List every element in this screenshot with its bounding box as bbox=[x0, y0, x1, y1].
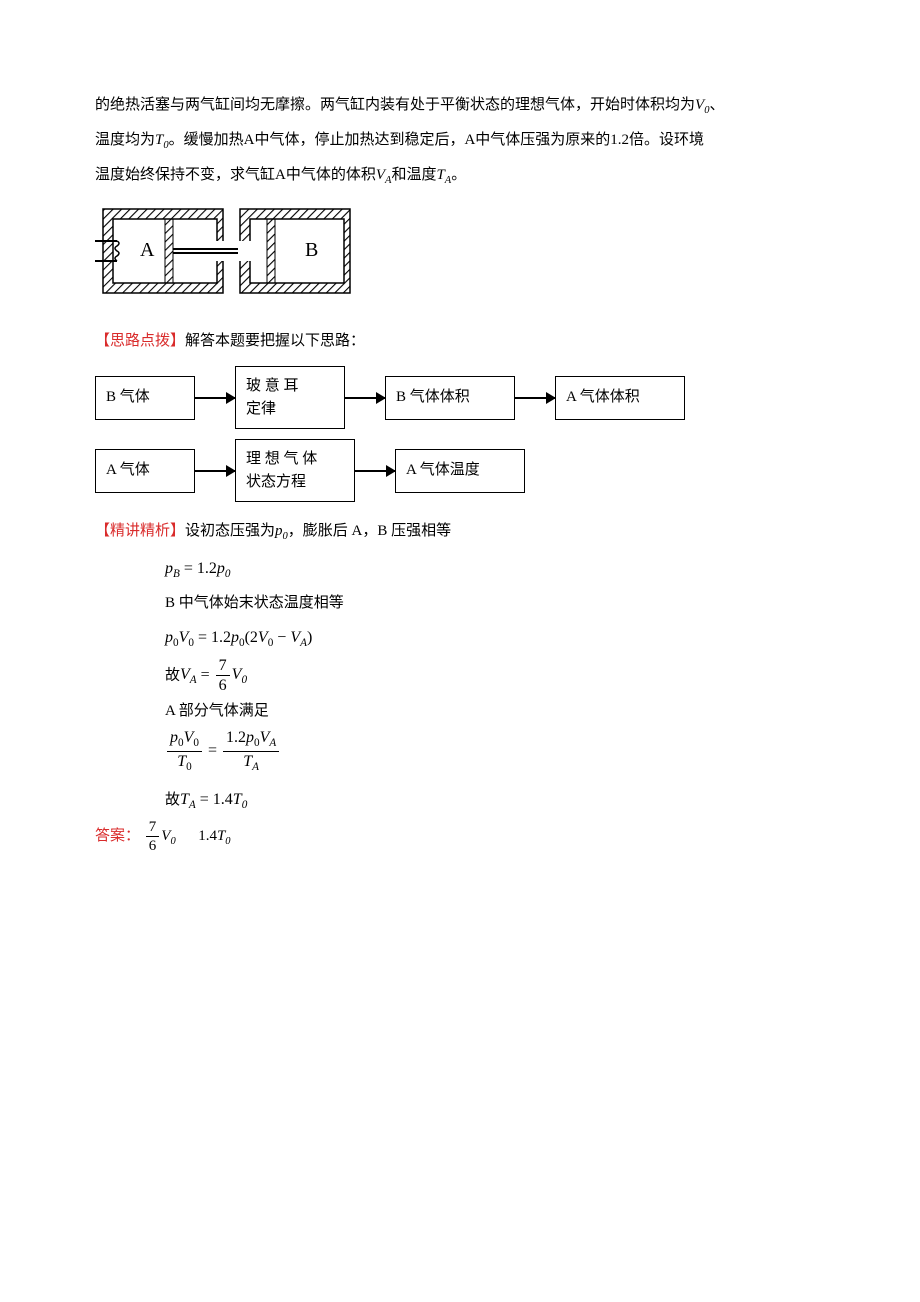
eq7: 故TA = 1.4T0 bbox=[165, 782, 825, 818]
text: 温度始终保持不变，求气缸A中气体的体积 bbox=[95, 167, 376, 183]
eq6: p0V0 T0 = 1.2p0VA TA bbox=[165, 728, 825, 774]
eq1: pB = 1.2p0 bbox=[165, 551, 825, 587]
arrow-icon bbox=[195, 397, 235, 399]
eq3: p0V0 = 1.2p0(2V0 − VA) bbox=[165, 620, 825, 656]
hint-line: 【思路点拨】解答本题要把握以下思路： bbox=[95, 326, 825, 356]
text: 。缓慢加热A中气体，停止加热达到稳定后，A中气体压强为原来的1.2倍。设环境 bbox=[169, 132, 704, 148]
text: 温度均为 bbox=[95, 132, 155, 148]
arrow-icon bbox=[355, 470, 395, 472]
text: 、 bbox=[709, 97, 724, 113]
hint-label: 【思路点拨】 bbox=[95, 333, 185, 349]
text: 的绝热活塞与两气缸间均无摩擦。两气缸内装有处于平衡状态的理想气体，开始时体积均为 bbox=[95, 97, 695, 113]
flow-box: A 气体温度 bbox=[395, 449, 525, 493]
text: 。 bbox=[451, 167, 466, 183]
var-V0: V0 bbox=[695, 97, 709, 113]
flow-box: B 气体体积 bbox=[385, 376, 515, 420]
var-p0: p0 bbox=[275, 523, 288, 539]
var-T0: T0 bbox=[155, 132, 169, 148]
solution-label: 【精讲精析】 bbox=[95, 523, 185, 539]
flowchart-row-1: B 气体玻 意 耳定律 B 气体体积 A 气体体积 bbox=[95, 366, 825, 429]
flow-box: B 气体 bbox=[95, 376, 195, 420]
flowchart-row-2: A 气体理 想 气 体状态方程 A 气体温度 bbox=[95, 439, 825, 502]
equation-block: pB = 1.2p0 B 中气体始末状态温度相等 p0V0 = 1.2p0(2V… bbox=[165, 551, 825, 818]
label-A: A bbox=[140, 239, 155, 261]
solution-line: 【精讲精析】设初态压强为p0，膨胀后 A，B 压强相等 bbox=[95, 516, 825, 547]
problem-para-1: 的绝热活塞与两气缸间均无摩擦。两气缸内装有处于平衡状态的理想气体，开始时体积均为… bbox=[95, 90, 825, 121]
flow-box: A 气体体积 bbox=[555, 376, 685, 420]
problem-para-3: 温度始终保持不变，求气缸A中气体的体积VA和温度TA。 bbox=[95, 160, 825, 191]
flow-box: 玻 意 耳定律 bbox=[235, 366, 345, 429]
eq4: 故VA = 76V0 bbox=[165, 656, 825, 695]
hint-text: 解答本题要把握以下思路： bbox=[185, 333, 365, 349]
arrow-icon bbox=[515, 397, 555, 399]
problem-para-2: 温度均为T0。缓慢加热A中气体，停止加热达到稳定后，A中气体压强为原来的1.2倍… bbox=[95, 125, 825, 156]
eq-text-2: B 中气体始末状态温度相等 bbox=[165, 587, 825, 620]
var-VA: VA bbox=[376, 167, 392, 183]
flow-box: 理 想 气 体状态方程 bbox=[235, 439, 355, 502]
answer-label: 答案： bbox=[95, 828, 140, 844]
var-TA: TA bbox=[436, 167, 451, 183]
label-B: B bbox=[305, 239, 318, 261]
flow-box: A 气体 bbox=[95, 449, 195, 493]
eq-text-5: A 部分气体满足 bbox=[165, 695, 825, 728]
cylinder-figure: A B bbox=[95, 201, 825, 312]
arrow-icon bbox=[345, 397, 385, 399]
text: ，膨胀后 A，B 压强相等 bbox=[288, 523, 451, 539]
text: 和温度 bbox=[391, 167, 436, 183]
answer-line: 答案： 76V0 1.4T0 bbox=[95, 818, 825, 855]
text: 设初态压强为 bbox=[185, 523, 275, 539]
arrow-icon bbox=[195, 470, 235, 472]
